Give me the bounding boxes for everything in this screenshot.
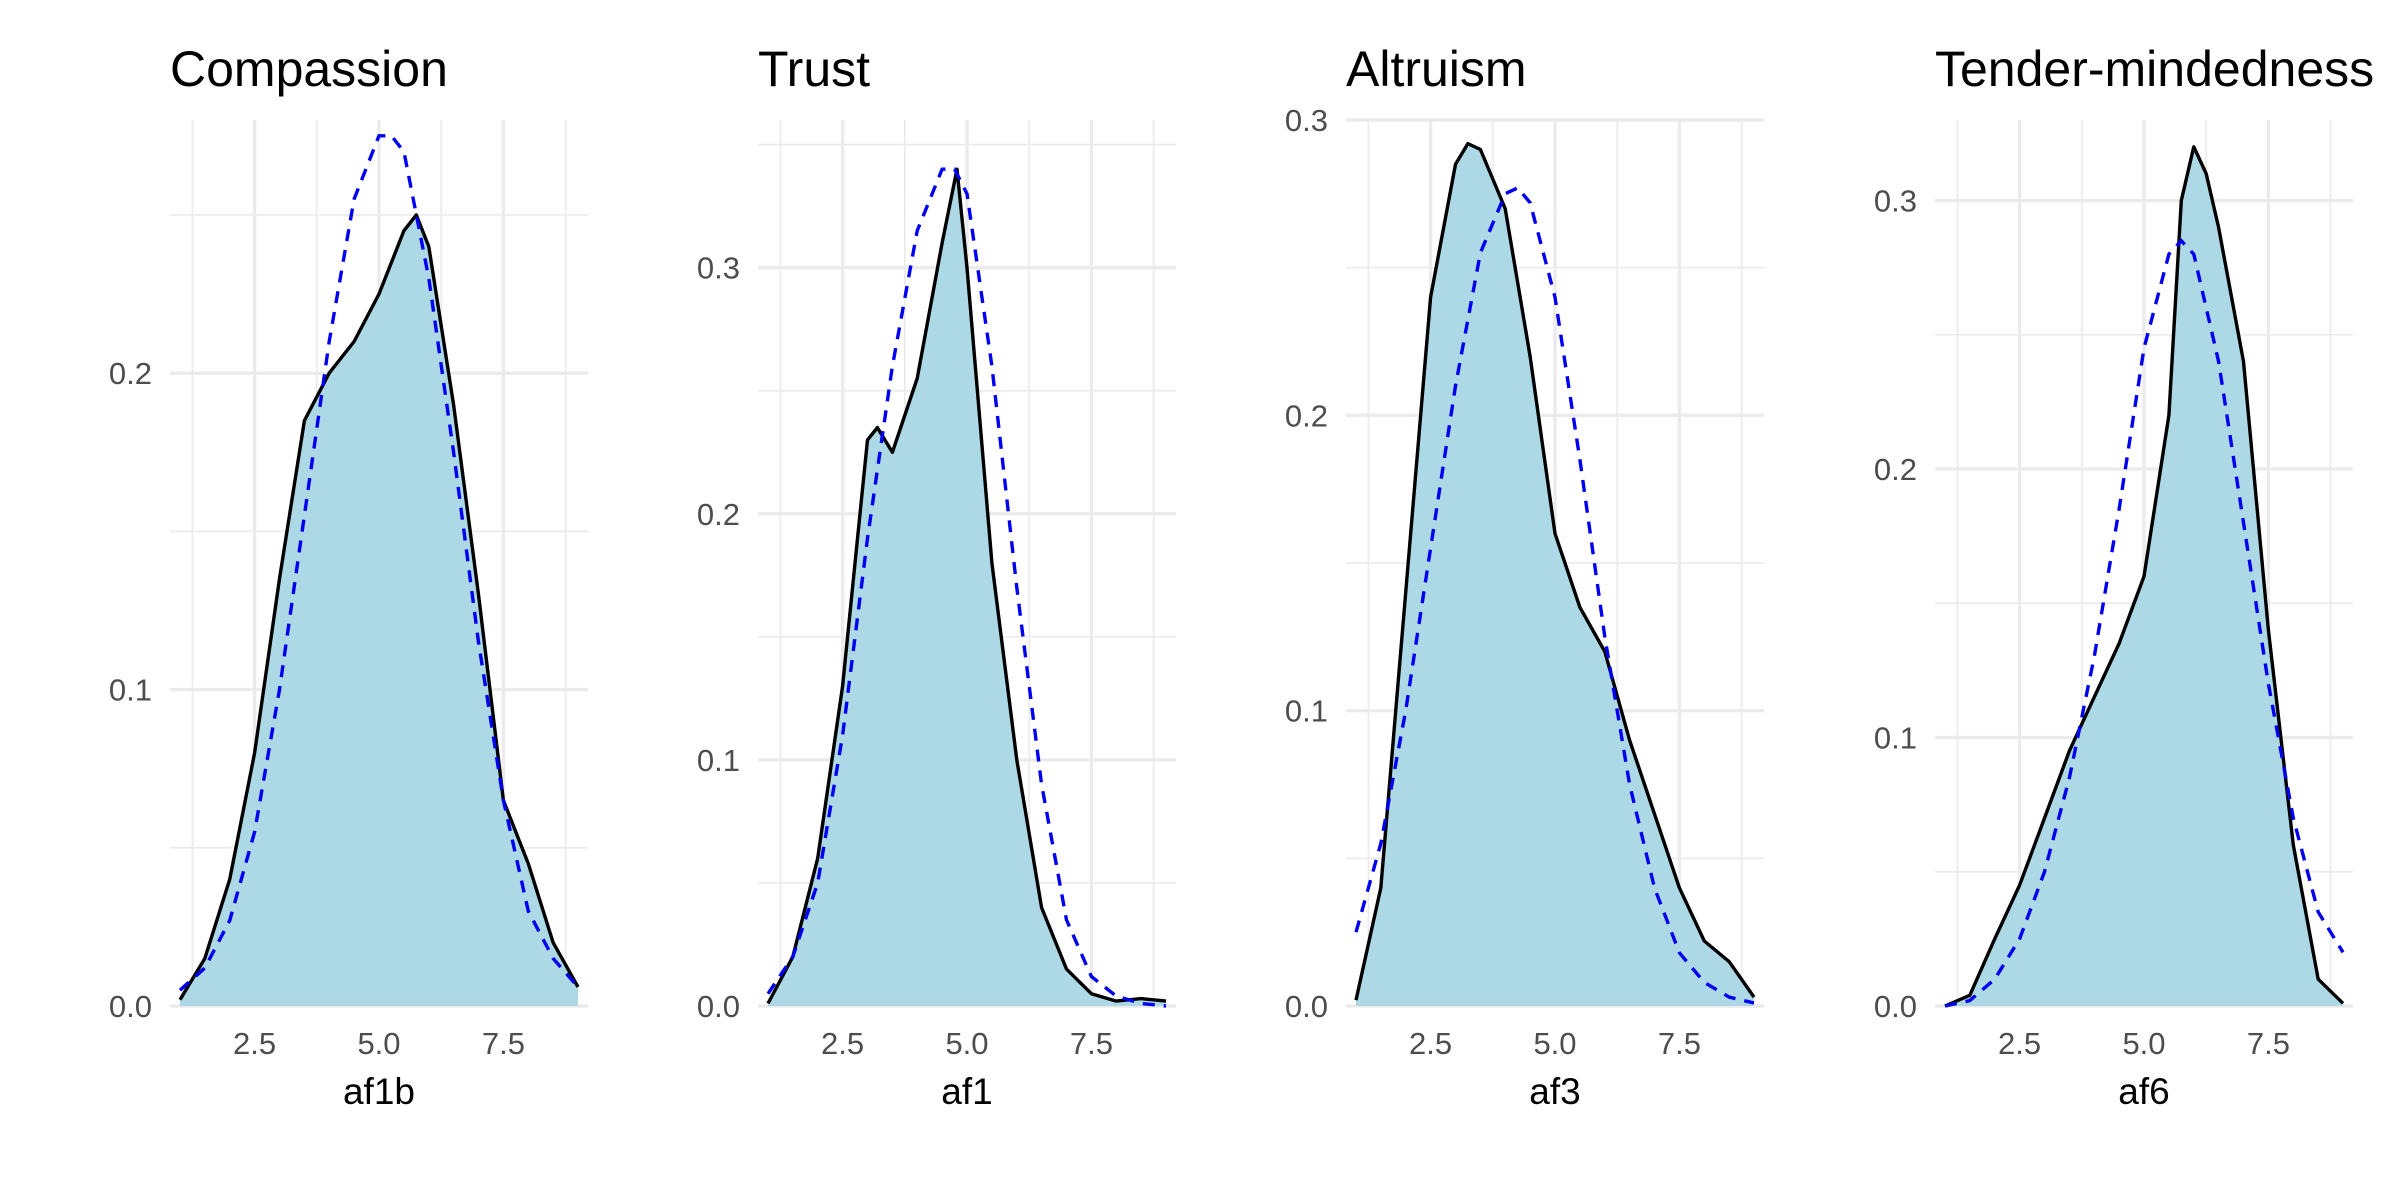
panel-1: 0.0 0.1 0.2 2.5 5.0 7.5 af1b Compassion: [109, 41, 588, 1112]
density-line: [1944, 145, 2345, 1008]
panel-title: Altruism: [1346, 41, 1527, 97]
panel-title: Trust: [758, 41, 870, 97]
normal-curve-line: [766, 167, 1167, 1008]
y-tick-label: 0.1: [109, 673, 152, 708]
x-tick-label: 7.5: [482, 1026, 525, 1061]
density-area: [768, 169, 1166, 1006]
x-tick-label: 2.5: [821, 1026, 864, 1061]
normal-curve-line: [178, 134, 580, 992]
x-tick-label: 2.5: [1998, 1026, 2041, 1061]
y-tick-label: 0.0: [1285, 989, 1328, 1024]
panel-title: Compassion: [170, 41, 448, 97]
x-tick-label: 2.5: [233, 1026, 276, 1061]
density-line: [766, 167, 1167, 1005]
y-tick-label: 0.2: [1874, 452, 1917, 487]
y-tick-label: 0.0: [109, 989, 152, 1024]
panel-title: Tender-mindedness: [1935, 41, 2374, 97]
density-line: [178, 213, 580, 1001]
x-tick-label: 5.0: [2122, 1026, 2165, 1061]
panel-3: 0.0 0.1 0.2 0.3 2.5 5.0 7.5 af3 Altruism: [1285, 41, 1764, 1112]
y-tick-label: 0.2: [1285, 398, 1328, 433]
x-axis-title: af6: [2118, 1071, 2169, 1112]
y-tick-label: 0.1: [1285, 694, 1328, 729]
x-axis-title: af1b: [343, 1071, 415, 1112]
normal-curve-line: [1354, 185, 1755, 1005]
y-tick-label: 0.0: [697, 989, 740, 1024]
y-tick-label: 0.3: [697, 251, 740, 286]
density-line: [1354, 141, 1756, 1001]
x-tick-label: 5.0: [945, 1026, 988, 1061]
density-area: [1356, 143, 1754, 1007]
x-axis-title: af1: [941, 1071, 992, 1112]
y-tick-label: 0.0: [1874, 989, 1917, 1024]
x-axis-title: af3: [1529, 1071, 1580, 1112]
x-tick-label: 5.0: [1533, 1026, 1576, 1061]
y-tick-label: 0.2: [697, 497, 740, 532]
x-tick-label: 7.5: [1070, 1026, 1113, 1061]
density-area: [180, 214, 578, 1006]
panel-2: 0.0 0.1 0.2 0.3 2.5 5.0 7.5 af1 Trust: [697, 41, 1176, 1112]
x-tick-label: 7.5: [2247, 1026, 2290, 1061]
panel-4: 0.0 0.1 0.2 0.3 2.5 5.0 7.5 af6 Tender-mindednes…: [1874, 41, 2374, 1112]
y-tick-label: 0.3: [1285, 103, 1328, 138]
x-tick-label: 5.0: [357, 1026, 400, 1061]
normal-curve-line: [1944, 238, 2345, 1008]
y-tick-label: 0.1: [697, 743, 740, 778]
y-tick-label: 0.1: [1874, 721, 1917, 756]
x-tick-label: 7.5: [1658, 1026, 1701, 1061]
x-tick-label: 2.5: [1409, 1026, 1452, 1061]
y-tick-label: 0.3: [1874, 184, 1917, 219]
y-tick-label: 0.2: [109, 356, 152, 391]
